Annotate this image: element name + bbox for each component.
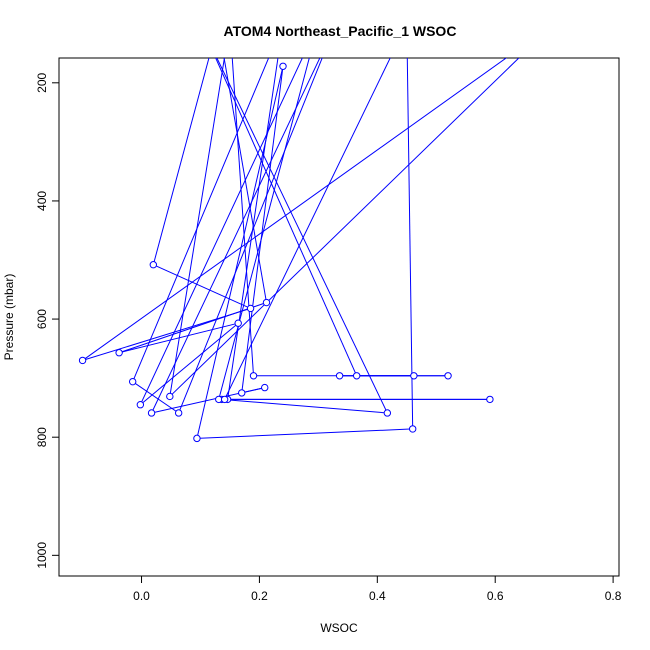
series-segment (196, 66, 284, 439)
data-point (128, 377, 137, 386)
y-tick-label: 400 (35, 191, 49, 211)
series-segment (223, 58, 267, 303)
chart-title: ATOM4 Northeast_Pacific_1 WSOC (224, 23, 457, 39)
data-point (410, 372, 418, 380)
y-axis-title: Pressure (mbar) (2, 274, 16, 361)
series-segment (227, 58, 279, 400)
data-point (174, 409, 183, 417)
series-segment (224, 58, 391, 400)
data-point (147, 409, 156, 417)
data-point (486, 395, 494, 404)
data-point (249, 372, 258, 380)
x-tick-label: 0.4 (369, 589, 386, 603)
x-tick-label: 0.0 (133, 589, 150, 603)
series-segment (218, 58, 310, 400)
data-point (246, 304, 255, 313)
data-point (444, 372, 452, 380)
series-segment (139, 58, 303, 405)
x-tick-label: 0.8 (605, 589, 622, 603)
data-point (279, 62, 287, 70)
series-segment (178, 58, 323, 414)
x-tick-label: 0.2 (251, 589, 268, 603)
series-segment (151, 58, 321, 414)
series-segment (216, 58, 388, 414)
series-segment (241, 66, 284, 393)
marker-group (78, 62, 494, 443)
y-tick-label: 200 (35, 72, 49, 92)
data-point (261, 383, 269, 392)
series-segment (221, 398, 388, 414)
data-point (383, 409, 392, 417)
series-segment (169, 58, 520, 397)
series-segment (169, 58, 225, 397)
data-point (234, 319, 242, 327)
data-point (262, 298, 271, 307)
data-point (220, 395, 229, 404)
y-tick-label: 800 (35, 427, 49, 447)
y-axis: 200 400 600 800 1000 (35, 72, 60, 569)
series-segment (215, 58, 358, 376)
series-segment (151, 387, 265, 414)
series-line-group (82, 58, 520, 439)
y-tick-label: 1000 (35, 542, 49, 569)
data-point (238, 389, 246, 397)
data-point (115, 349, 123, 357)
series-segment (132, 381, 179, 414)
data-point (352, 372, 361, 380)
x-tick-label: 0.6 (487, 589, 504, 603)
data-point (408, 425, 417, 433)
series-segment (152, 58, 210, 265)
data-point (136, 401, 145, 409)
x-axis: 0.0 0.2 0.4 0.6 0.8 (133, 575, 622, 603)
series-segment (82, 58, 508, 361)
data-point (149, 261, 158, 269)
series-segment (231, 58, 255, 376)
series-segment (132, 58, 270, 382)
series-segment (119, 322, 239, 354)
series-segment (140, 322, 239, 406)
series-segment (153, 264, 251, 309)
y-tick-label: 600 (35, 309, 49, 329)
series-segment (196, 428, 413, 439)
data-point (166, 392, 174, 401)
series-segment (406, 58, 414, 429)
data-point (335, 372, 344, 380)
data-point (78, 356, 87, 365)
x-axis-title: WSOC (320, 621, 358, 635)
data-point (193, 434, 201, 443)
